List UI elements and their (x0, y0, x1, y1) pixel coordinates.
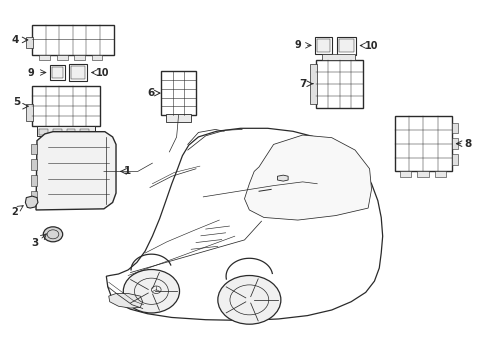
Text: 1: 1 (123, 166, 130, 176)
Bar (314, 37, 331, 54)
Circle shape (217, 275, 280, 324)
Circle shape (43, 227, 62, 242)
Bar (92, 54, 102, 60)
Bar (74, 54, 85, 60)
Bar (31, 191, 37, 201)
Bar (26, 104, 33, 121)
Circle shape (123, 270, 179, 313)
Bar (37, 126, 95, 136)
Text: 9: 9 (294, 40, 301, 50)
Bar (416, 171, 428, 177)
Text: 10: 10 (96, 68, 109, 77)
Bar (69, 64, 87, 81)
Polygon shape (36, 132, 116, 210)
Text: 8: 8 (463, 139, 470, 149)
Text: 5: 5 (13, 98, 20, 108)
Bar (310, 63, 316, 104)
Bar (66, 129, 75, 135)
Bar (31, 159, 37, 170)
Bar (49, 65, 65, 80)
Bar (31, 144, 37, 154)
Bar (31, 175, 37, 186)
Bar (80, 129, 89, 135)
Text: 6: 6 (147, 88, 155, 98)
Polygon shape (25, 196, 38, 208)
Bar (40, 54, 50, 60)
Bar (336, 37, 355, 54)
Bar (399, 171, 410, 177)
Bar (51, 67, 63, 78)
Bar (57, 54, 67, 60)
Text: 2: 2 (11, 207, 18, 217)
Bar (32, 24, 113, 55)
Bar (451, 123, 457, 133)
Bar (338, 39, 353, 52)
Bar (71, 66, 85, 79)
Bar (53, 129, 61, 135)
Text: 7: 7 (298, 79, 306, 89)
Bar (451, 154, 457, 165)
Bar (26, 37, 33, 48)
Bar (40, 129, 48, 135)
Bar (451, 139, 457, 149)
Bar (322, 54, 354, 60)
Polygon shape (106, 128, 382, 320)
Text: 4: 4 (12, 35, 20, 45)
Text: 9: 9 (28, 68, 35, 77)
Bar (316, 39, 329, 51)
Polygon shape (108, 293, 142, 308)
Bar (316, 60, 362, 108)
Bar (32, 86, 100, 126)
Bar (161, 71, 196, 115)
Text: 10: 10 (364, 41, 378, 50)
Polygon shape (277, 175, 287, 181)
Bar (165, 114, 191, 122)
Text: 3: 3 (31, 238, 39, 248)
Bar (394, 116, 451, 171)
Polygon shape (244, 135, 371, 220)
Bar (434, 171, 445, 177)
